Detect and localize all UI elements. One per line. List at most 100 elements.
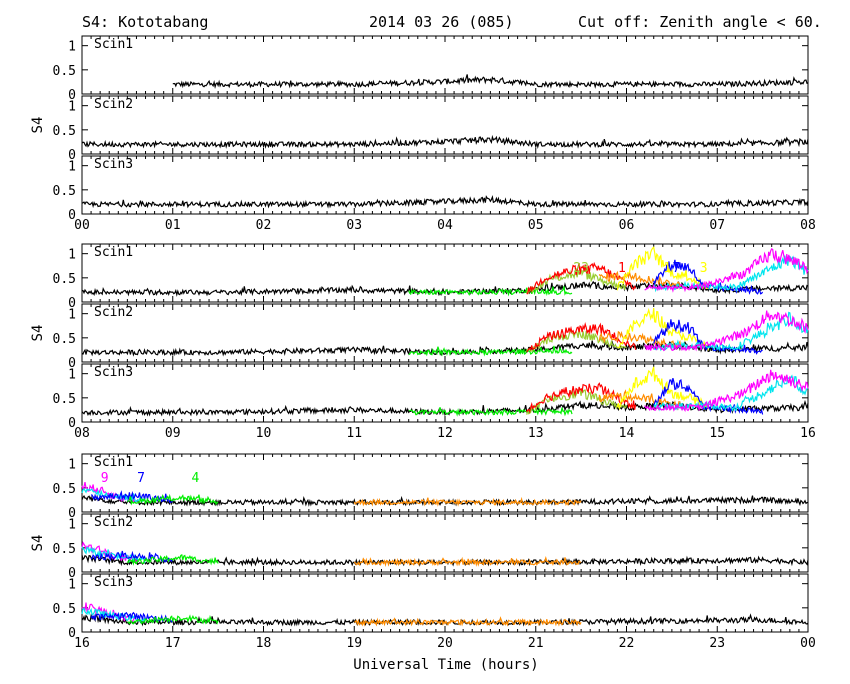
x-tick-label: 13 xyxy=(528,426,544,441)
x-tick-label: 19 xyxy=(346,636,362,651)
x-tick-label: 00 xyxy=(800,636,816,651)
satellite-label: 3 xyxy=(700,261,708,276)
s4-trace-green xyxy=(127,493,219,506)
s4-trace-magenta xyxy=(644,310,809,352)
y-tick-label: 1 xyxy=(68,518,76,533)
x-tick-label: 07 xyxy=(709,218,725,233)
panel-r0-scin2: 0 0.5 1 Scin2 S4 xyxy=(30,95,809,163)
s4-trace-orange xyxy=(598,389,682,410)
s4-trace-black xyxy=(81,134,809,149)
x-tick-label: 08 xyxy=(74,426,90,441)
s4-trace-magenta xyxy=(644,369,809,412)
x-tick-label: 03 xyxy=(346,218,362,233)
y-tick-label: 0.5 xyxy=(53,184,76,199)
x-tick-label: 21 xyxy=(528,636,544,651)
x-tick-label: 02 xyxy=(256,218,272,233)
x-tick-label: 18 xyxy=(256,636,272,651)
s4-trace-blue xyxy=(90,611,174,623)
s4-trace-orange xyxy=(353,616,582,627)
panel-frame xyxy=(81,35,809,95)
s4-trace-orange xyxy=(353,555,582,567)
s4-trace-red xyxy=(526,382,637,414)
s4-trace-orange xyxy=(598,270,682,290)
x-tick-label: 23 xyxy=(709,636,725,651)
s4-trace-yellow xyxy=(616,366,709,411)
y-tick-label: 1 xyxy=(68,100,76,115)
x-tick-label: 10 xyxy=(256,426,272,441)
s4-trace-green xyxy=(408,286,573,297)
y-tick-label: 0 xyxy=(68,356,76,371)
y-tick-label: 0 xyxy=(68,566,76,581)
y-tick-label: 0.5 xyxy=(53,332,76,347)
x-tick-label: 09 xyxy=(165,426,181,441)
panel-r0-scin1: 0 0.5 1 Scin1 xyxy=(53,35,809,103)
y-tick-label: 1 xyxy=(68,160,76,175)
s4-trace-red xyxy=(526,261,637,295)
y-tick-label: 0.5 xyxy=(53,602,76,617)
satellite-label: 1 xyxy=(663,261,671,276)
panel-r2-scin3: 0 0.5 1 Scin3 16 17 18 19 20 21 22 23 00 xyxy=(53,573,816,651)
date-title: 2014 03 26 (085) xyxy=(369,13,514,31)
s4-trace-green xyxy=(127,554,219,566)
x-tick-label: 20 xyxy=(437,636,453,651)
panel-r1-scin2: 0 0.5 1 Scin2 S4 xyxy=(30,303,809,371)
s4-trace-magenta xyxy=(644,248,809,293)
s4-trace-cyan xyxy=(653,311,809,352)
panel-r0-scin3: 0 0.5 1 Scin3 00 01 02 03 04 05 06 07 08 xyxy=(53,155,816,233)
s4-trace-green xyxy=(408,407,573,417)
x-tick-label: 08 xyxy=(800,218,816,233)
panel-label: Scin2 xyxy=(94,305,133,320)
x-tick-label: 11 xyxy=(346,426,362,441)
y-tick-label: 1 xyxy=(68,308,76,323)
y-tick-label: 1 xyxy=(68,458,76,473)
x-tick-label: 22 xyxy=(619,636,635,651)
s4-trace-red xyxy=(526,321,637,353)
s4-trace-black xyxy=(81,194,809,209)
y-axis-label: S4 xyxy=(30,325,46,342)
panel-r1-scin3: 0 0.5 1 Scin3 08 09 10 11 12 13 14 15 16 xyxy=(53,363,816,441)
panel-label: Scin3 xyxy=(94,575,133,590)
satellite-label: 1 xyxy=(618,261,626,276)
y-tick-label: 1 xyxy=(68,578,76,593)
y-tick-label: 0 xyxy=(68,88,76,103)
panel-frame xyxy=(81,95,809,155)
x-tick-label: 04 xyxy=(437,218,453,233)
y-tick-label: 0.5 xyxy=(53,272,76,287)
panel-label: Scin3 xyxy=(94,157,133,172)
x-axis-label: Universal Time (hours) xyxy=(353,657,538,673)
satellite-label: 4 xyxy=(192,471,200,486)
y-axis-label: S4 xyxy=(30,535,46,552)
y-tick-label: 1 xyxy=(68,368,76,383)
x-tick-label: 17 xyxy=(165,636,181,651)
y-tick-label: 0 xyxy=(68,296,76,311)
satellite-label: 23 xyxy=(573,261,589,276)
x-tick-label: 15 xyxy=(709,426,725,441)
satellite-label: 7 xyxy=(137,471,145,486)
x-tick-label: 16 xyxy=(74,636,90,651)
s4-trace-green xyxy=(408,345,573,357)
y-tick-label: 0.5 xyxy=(53,124,76,139)
y-tick-label: 0.5 xyxy=(53,482,76,497)
x-tick-label: 01 xyxy=(165,218,181,233)
y-tick-label: 0 xyxy=(68,208,76,223)
satellite-label: 9 xyxy=(101,471,109,486)
panel-frame xyxy=(81,155,809,215)
y-axis-label: S4 xyxy=(30,117,46,134)
x-tick-label: 16 xyxy=(800,426,816,441)
station-title: S4: Kototabang xyxy=(82,13,208,31)
y-tick-label: 0 xyxy=(68,506,76,521)
y-tick-label: 0 xyxy=(68,416,76,431)
panel-frame xyxy=(81,513,809,573)
y-tick-label: 0 xyxy=(68,148,76,163)
y-tick-label: 1 xyxy=(68,248,76,263)
x-tick-label: 14 xyxy=(619,426,635,441)
panel-label: Scin2 xyxy=(94,97,133,112)
panel-label: Scin1 xyxy=(94,245,133,260)
x-tick-label: 00 xyxy=(74,218,90,233)
s4-trace-cyan xyxy=(653,374,809,412)
s4-trace-orange xyxy=(353,496,582,507)
